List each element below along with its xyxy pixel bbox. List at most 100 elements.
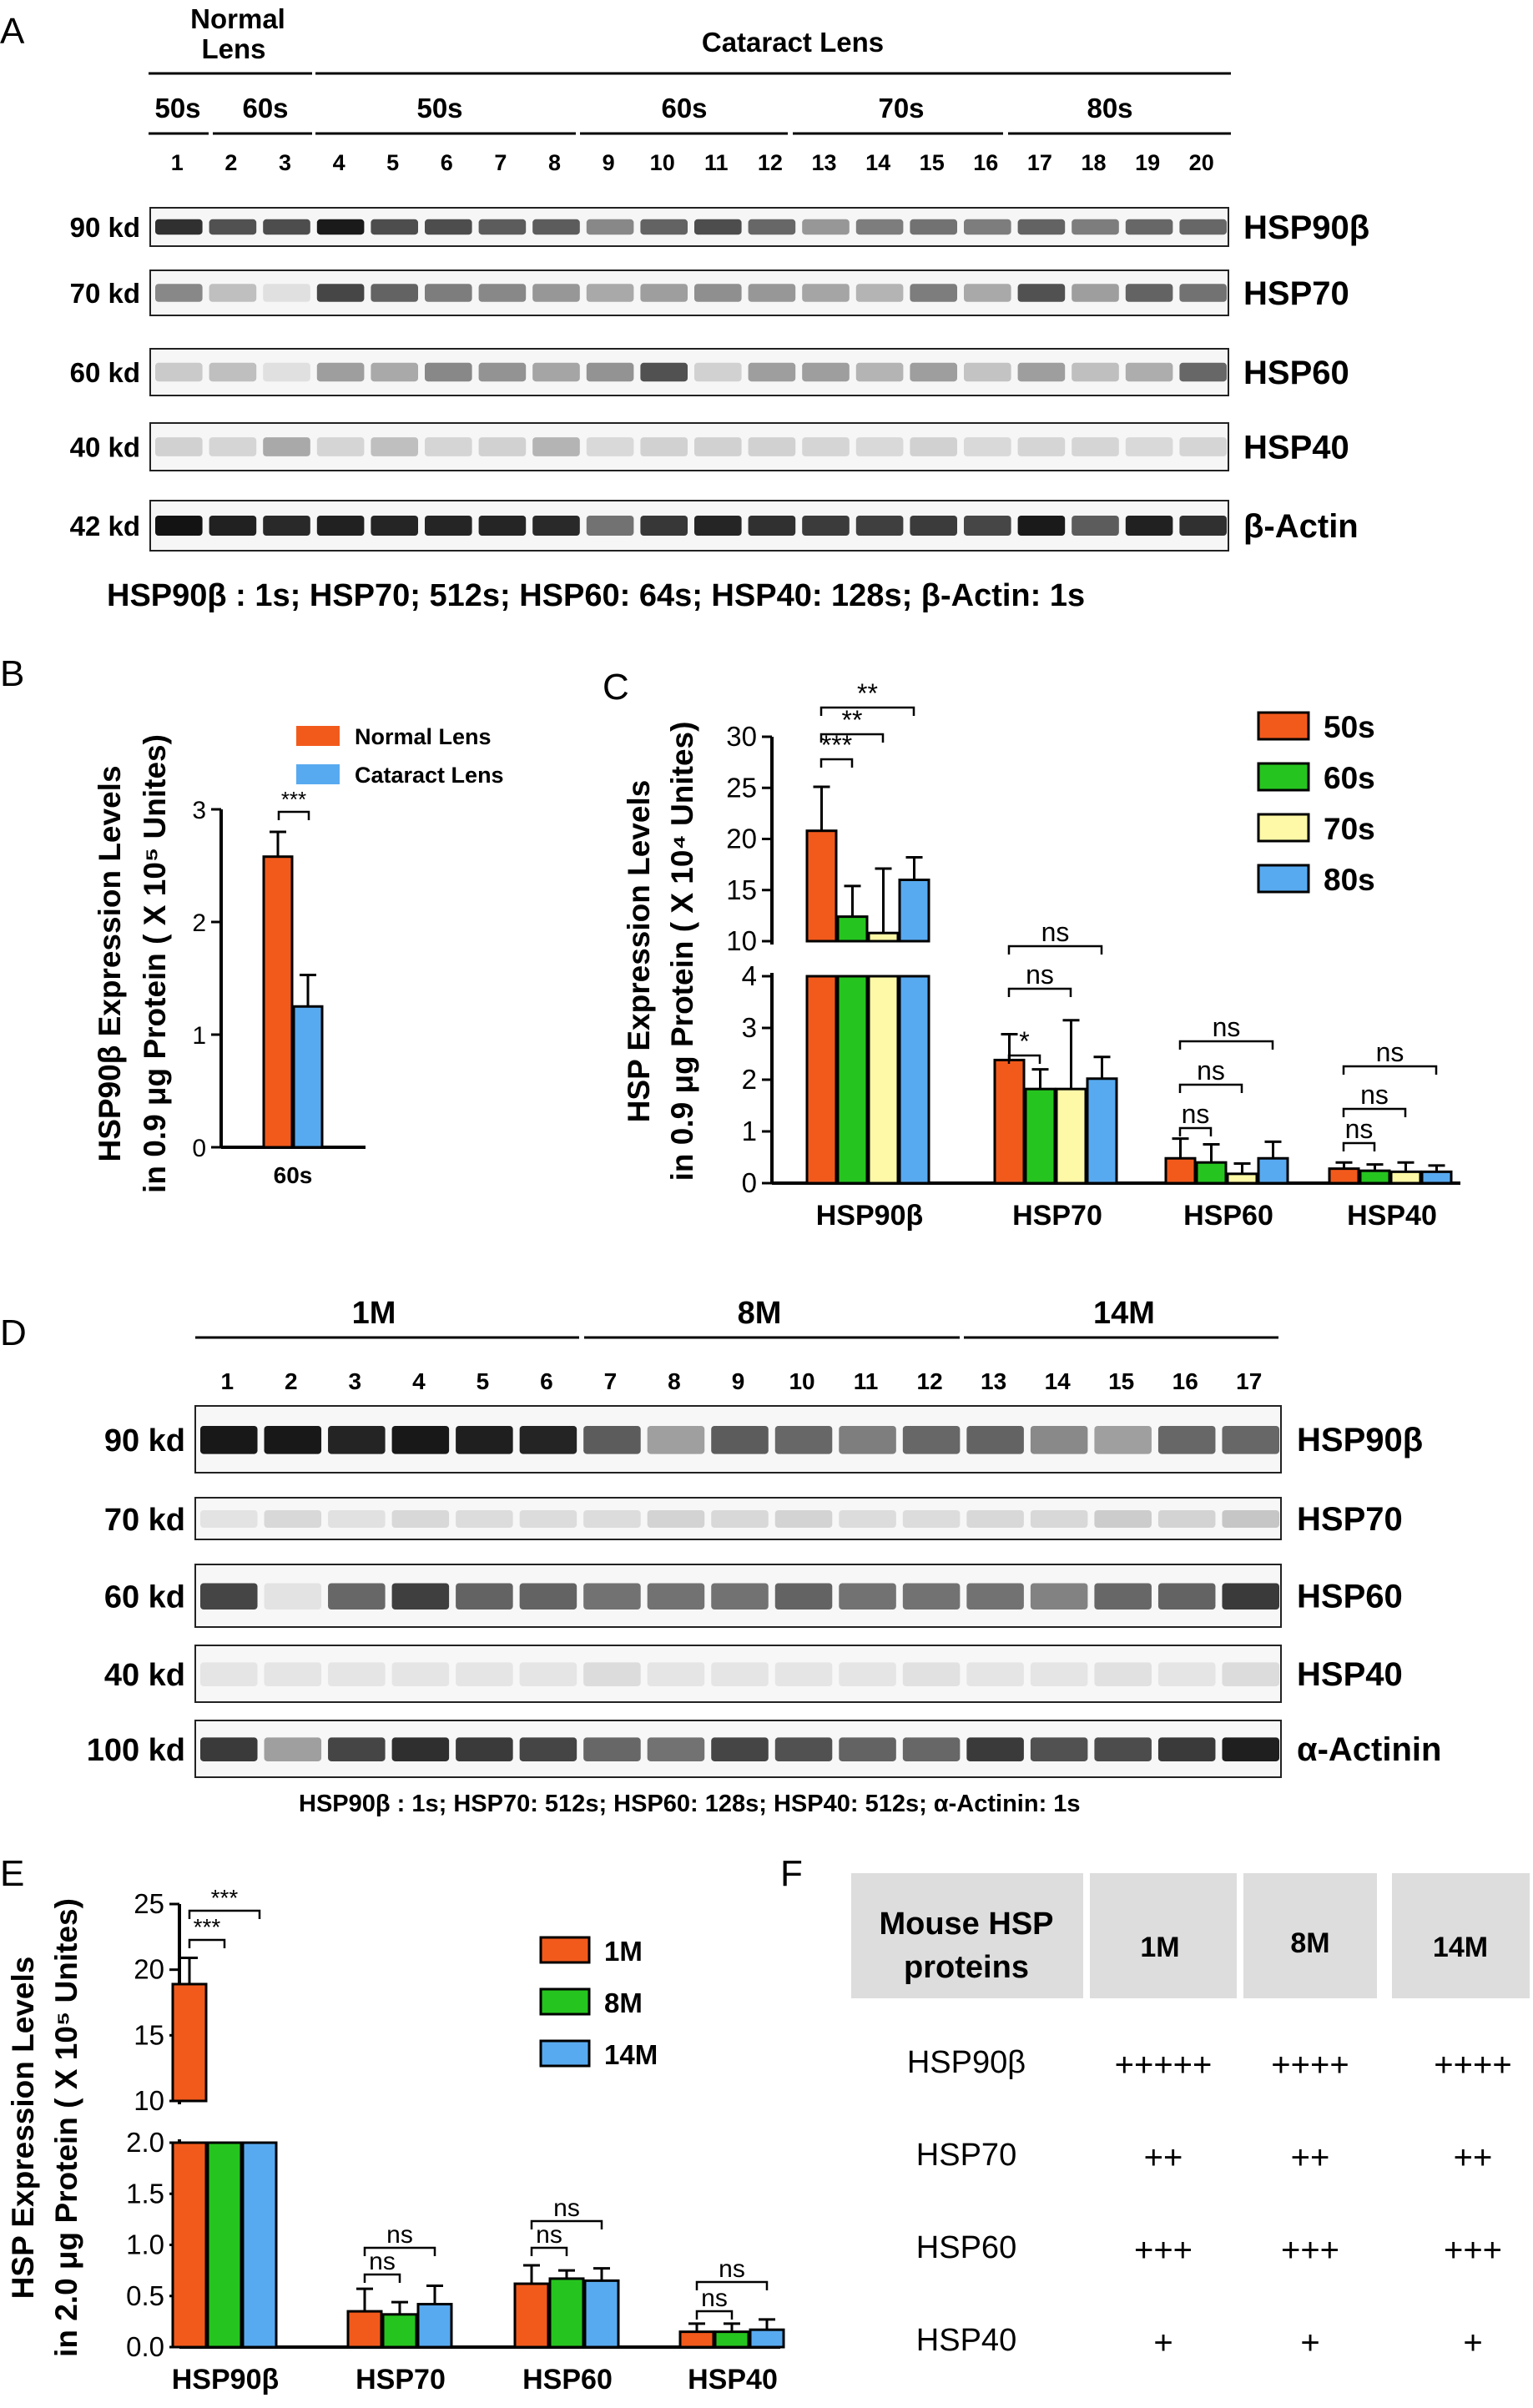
blot-band <box>1017 437 1066 456</box>
protein-name: HSP90β <box>907 2045 1026 2080</box>
panel-d-letter: D <box>0 1312 27 1353</box>
blot-band <box>478 284 527 302</box>
y-tick-label: 2 <box>192 909 206 937</box>
significance-label: ns <box>386 2221 413 2249</box>
blot-band <box>519 1737 577 1761</box>
table-header-14m: 14M <box>1433 1932 1488 1963</box>
blot-band <box>456 1510 513 1528</box>
blot-band <box>1179 516 1227 536</box>
blot-band <box>1072 516 1119 536</box>
bar <box>898 975 930 1185</box>
blot-band <box>263 219 310 235</box>
blot-band <box>263 284 310 302</box>
significance-bracket <box>1178 1126 1213 1136</box>
lane-number: 1 <box>220 1368 234 1394</box>
significance-label: *** <box>194 1914 221 1940</box>
expression-level: ++++ <box>1271 2047 1349 2083</box>
legend-swatch <box>1257 813 1310 843</box>
panel-b-ylabel-2: in 0.9 μg Protein ( X 10⁵ Unites) <box>138 734 172 1193</box>
significance-label: ** <box>857 678 878 708</box>
blot-band <box>583 1737 641 1761</box>
significance-bracket <box>1342 1141 1376 1151</box>
blot-band <box>155 284 203 302</box>
bar <box>346 2310 383 2349</box>
y-tick-label: 3 <box>742 1012 757 1043</box>
group-label-1m: 1M <box>352 1296 396 1331</box>
blot-band <box>711 1583 769 1610</box>
bar <box>1420 1170 1453 1185</box>
blot-band <box>1072 284 1119 302</box>
axis-break <box>168 2104 780 2139</box>
y-tick-label: 25 <box>726 772 757 803</box>
blot-band <box>316 219 365 235</box>
y-tick-label: 0 <box>742 1167 757 1198</box>
blot-band <box>155 362 203 382</box>
kd-label: 60 kd <box>70 357 140 388</box>
significance-label: *** <box>211 1885 239 1911</box>
significance-bracket <box>1178 1083 1243 1093</box>
kd-label: 42 kd <box>70 511 140 542</box>
blot-band <box>583 1662 641 1686</box>
age-label: 50s <box>416 93 462 123</box>
bar <box>1055 1087 1087 1185</box>
table-row: HSP70 ++ ++ ++ <box>916 2138 1493 2176</box>
blot-band <box>532 284 580 302</box>
lane-number: 15 <box>920 150 945 175</box>
legend-label: 70s <box>1324 812 1375 846</box>
lane-number: 3 <box>279 150 291 175</box>
category-label: HSP90β <box>816 1200 923 1232</box>
age-label: 60s <box>661 93 707 123</box>
blot-band <box>1125 219 1173 235</box>
blot-band <box>456 1426 513 1454</box>
table-header-title-2: proteins <box>904 1950 1029 1985</box>
expression-level: ++++ <box>1434 2047 1511 2083</box>
table-header <box>851 1873 1530 1998</box>
legend-label: Normal Lens <box>355 724 492 749</box>
blot-band <box>964 516 1011 536</box>
significance-label: ns <box>1345 1114 1374 1144</box>
protein-label: α-Actinin <box>1297 1731 1441 1768</box>
bar <box>867 931 900 943</box>
bar <box>898 879 930 943</box>
blot-band <box>371 219 418 235</box>
blot-band <box>478 437 527 456</box>
y-tick-label: 30 <box>726 721 757 752</box>
blot-band <box>425 516 472 536</box>
blot-band <box>966 1662 1024 1686</box>
legend-label: 1M <box>604 1936 643 1967</box>
blot-band <box>209 362 257 382</box>
blot-band <box>748 362 796 382</box>
blot-band <box>264 1426 322 1454</box>
blot-band <box>391 1426 450 1454</box>
expression-level: +++ <box>1134 2232 1193 2269</box>
significance-label: ns <box>369 2248 396 2275</box>
y-tick-label: 0.5 <box>126 2280 164 2311</box>
panel-f-letter: F <box>780 1853 803 1894</box>
significance-label: ns <box>1026 960 1054 990</box>
blot-band <box>586 437 634 456</box>
y-tick-label: 20 <box>726 824 757 854</box>
legend-swatch <box>539 2039 591 2068</box>
legend-swatch <box>1257 864 1310 894</box>
blot-band <box>774 1737 833 1761</box>
significance-label: ns <box>719 2255 745 2283</box>
blot-band <box>964 362 1011 382</box>
blot-band <box>1072 362 1119 382</box>
lane-number: 12 <box>917 1368 943 1394</box>
blot-band <box>200 1583 258 1610</box>
bar <box>262 855 294 1149</box>
group-label-8m: 8M <box>738 1296 782 1331</box>
blot-band <box>1017 362 1066 382</box>
blot-band <box>456 1662 513 1686</box>
table-row: HSP40 + + + <box>916 2323 1483 2361</box>
table-header-title-1: Mouse HSP <box>879 1907 1053 1942</box>
blot-band <box>583 1583 641 1610</box>
blot-band <box>966 1583 1024 1610</box>
bar <box>292 1005 324 1149</box>
blot-band <box>640 284 688 302</box>
blot-band <box>391 1737 450 1761</box>
expression-level: + <box>1153 2325 1172 2361</box>
blot-band <box>802 219 850 235</box>
significance-bracket <box>363 2246 436 2256</box>
significance-bracket <box>1342 1065 1438 1075</box>
